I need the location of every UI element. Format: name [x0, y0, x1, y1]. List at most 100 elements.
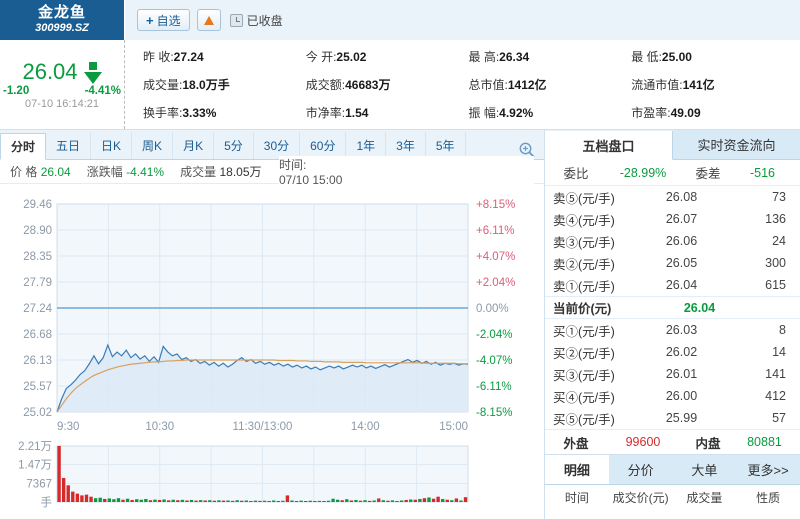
chart-tab-五日[interactable]: 五日 [46, 132, 92, 159]
svg-text:28.90: 28.90 [23, 225, 52, 237]
order-label: 卖①(元/手) [553, 279, 615, 294]
chart-tab-1年[interactable]: 1年 [346, 132, 387, 159]
svg-text:27.79: 27.79 [23, 277, 52, 289]
order-book-tab-实时资金流向[interactable]: 实时资金流向 [673, 130, 800, 159]
chart-tab-30分[interactable]: 30分 [254, 132, 301, 159]
weibi-value: -28.99% [619, 165, 667, 180]
stat-item: 最 低:25.00 [631, 48, 794, 65]
price-alert-button[interactable] [196, 9, 221, 31]
price-main-row: 26.04 [22, 58, 102, 84]
inner-volume-value: 80881 [747, 435, 782, 449]
svg-text:+8.15%: +8.15% [476, 199, 515, 211]
stat-item: 成交额:46683万 [306, 76, 469, 93]
svg-text:+4.07%: +4.07% [476, 251, 515, 263]
svg-text:2.21万: 2.21万 [18, 441, 52, 453]
stat-key: 最 高: [468, 49, 500, 64]
info-time-label: 时间: [279, 158, 307, 172]
chart-tab-5年[interactable]: 5年 [426, 132, 466, 159]
stat-value: 1.54 [345, 106, 369, 121]
svg-text:27.24: 27.24 [23, 303, 52, 315]
buy-order-row: 买①(元/手) 26.03 8 [545, 319, 800, 341]
stat-value: 1412亿 [507, 77, 547, 92]
svg-text:手: 手 [41, 495, 53, 509]
detail-tab-大单[interactable]: 大单 [691, 463, 718, 478]
chart-tab-日K[interactable]: 日K [91, 132, 133, 159]
order-book-panel: 五档盘口 实时资金流向 委比 -28.99% 委差 -516 卖⑤(元/手) 26.… [545, 130, 800, 519]
svg-text:7367: 7367 [26, 478, 52, 490]
info-change-value: -4.41% [126, 165, 165, 179]
info-volume-value: 18.05万 [219, 165, 262, 179]
header-actions: + 自选 已收盘 [125, 0, 800, 40]
stat-item: 市净率:1.54 [306, 104, 469, 121]
svg-text:26.13: 26.13 [23, 355, 52, 367]
alarm-icon [203, 15, 214, 25]
stat-key: 总市值: [468, 77, 508, 92]
plus-icon: + [146, 12, 154, 28]
order-volume: 300 [765, 256, 786, 270]
buy-order-row: 买③(元/手) 26.01 141 [545, 363, 800, 385]
stat-item: 总市值:1412亿 [469, 76, 632, 93]
order-book-tab-五档盘口[interactable]: 五档盘口 [545, 131, 673, 160]
stat-value: 18.0万手 [182, 77, 230, 92]
chart-tab-3年[interactable]: 3年 [386, 132, 426, 159]
stat-value: 27.24 [173, 49, 204, 64]
sell-order-row: 卖②(元/手) 26.05 300 [545, 252, 800, 274]
ratio-row: 委比 -28.99% 委差 -516 [545, 160, 800, 186]
stat-value: 46683万 [345, 77, 391, 92]
detail-tab-strip: 明细 分价 大单 更多>> [545, 455, 800, 485]
order-label: 买④(元/手) [553, 390, 615, 405]
clock-icon [229, 13, 243, 27]
order-price: 26.00 [665, 389, 698, 403]
current-price-label: 当前价(元) [553, 302, 612, 316]
svg-text:11:30/13:00: 11:30/13:00 [233, 421, 293, 433]
svg-text:0.00%: 0.00% [476, 303, 509, 315]
sell-order-row: 卖③(元/手) 26.06 24 [545, 230, 800, 252]
stock-identity: 金龙鱼 300999.SZ [0, 0, 125, 40]
chart-tab-5分[interactable]: 5分 [214, 132, 254, 159]
svg-text:9:30: 9:30 [57, 421, 79, 433]
intraday-chart[interactable]: 29.46 +8.15% 28.90 +6.11% 28.35 +4.07% 27.79 +2… [0, 184, 544, 519]
order-price: 26.07 [665, 212, 698, 226]
chart-tab-分时[interactable]: 分时 [0, 133, 47, 160]
chart-tab-月K[interactable]: 月K [173, 132, 215, 159]
sell-orders-list: 卖⑤(元/手) 26.08 73 卖④(元/手) 26.07 136 卖③(元/手) 26.0… [545, 186, 800, 296]
order-volume: 24 [772, 234, 786, 248]
detail-col-header: 成交量 [686, 490, 723, 505]
detail-tab-明细[interactable]: 明细 [545, 455, 609, 484]
order-volume: 412 [765, 389, 786, 403]
stat-key: 今 开: [305, 49, 337, 64]
last-price: 26.04 [22, 58, 78, 84]
weicha-label: 委差 [695, 167, 721, 181]
order-volume: 14 [772, 345, 786, 359]
order-volume: 615 [765, 278, 786, 292]
sell-order-row: 卖④(元/手) 26.07 136 [545, 208, 800, 230]
detail-col-header: 性质 [756, 490, 781, 505]
svg-text:-8.15%: -8.15% [476, 407, 512, 419]
order-volume: 8 [779, 323, 786, 337]
stats-grid: 昨 收:27.24 今 开:25.02 最 高:26.34 最 低:25.00 成交量:… [125, 40, 800, 129]
chart-tab-周K[interactable]: 周K [132, 132, 174, 159]
chart-tab-strip: 分时 五日 日K 周K 月K 5分 30分 60分 1年 3年 5年 [0, 130, 544, 160]
add-to-watchlist-button[interactable]: + 自选 [137, 9, 190, 31]
buy-order-row: 买②(元/手) 26.02 14 [545, 341, 800, 363]
inner-volume-label: 内盘 [695, 436, 721, 451]
order-price: 26.05 [665, 256, 698, 270]
svg-text:28.35: 28.35 [23, 251, 52, 263]
order-label: 卖⑤(元/手) [553, 191, 615, 206]
detail-tab-更多>>[interactable]: 更多>> [747, 463, 789, 478]
quote-header: 金龙鱼 300999.SZ + 自选 已收盘 26.04 [0, 0, 800, 130]
weibi-label: 委比 [563, 167, 589, 181]
order-volume: 73 [772, 190, 786, 204]
order-label: 买③(元/手) [553, 368, 615, 383]
stat-item: 流通市值:141亿 [631, 76, 794, 93]
chart-tab-60分[interactable]: 60分 [300, 132, 347, 159]
svg-text:29.46: 29.46 [23, 199, 52, 211]
market-status: 已收盘 [229, 12, 283, 29]
current-price-block: 26.04 -1.20 -4.41% 07-10 16:14:21 [0, 40, 125, 129]
order-label: 卖③(元/手) [553, 235, 615, 250]
detail-tab-分价[interactable]: 分价 [627, 463, 654, 478]
stat-key: 换手率: [143, 106, 183, 121]
svg-text:25.57: 25.57 [23, 381, 52, 393]
stat-key: 流通市值: [631, 77, 683, 92]
stat-key: 市盈率: [631, 106, 671, 121]
